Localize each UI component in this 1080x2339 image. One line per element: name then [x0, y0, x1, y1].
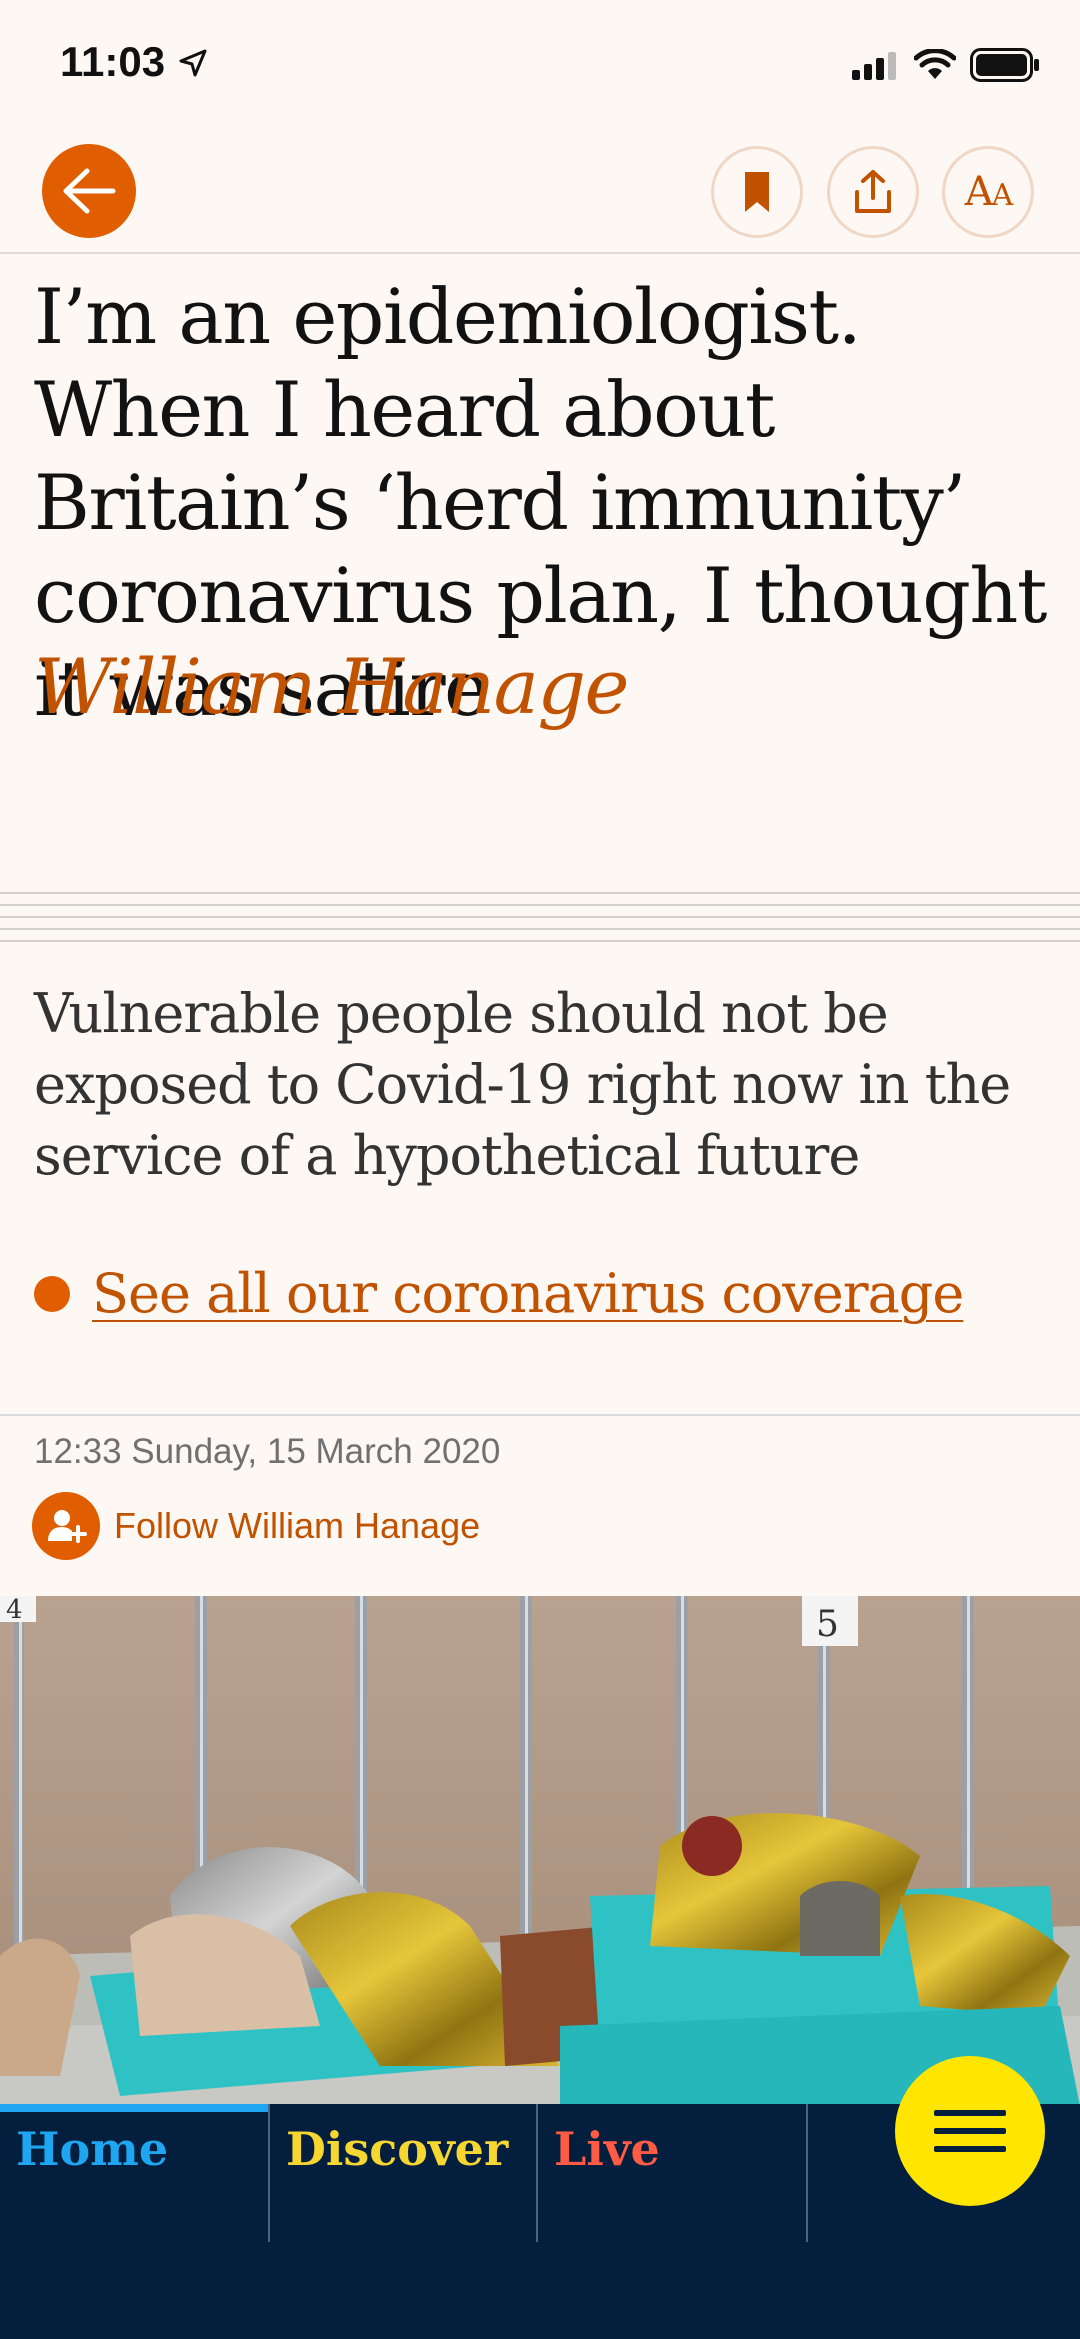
bullet-dot-icon — [34, 1275, 70, 1312]
bookmark-icon — [745, 172, 769, 212]
article-photo[interactable]: 4 5 — [0, 1596, 1080, 2106]
article-dateline: 12:33 Sunday, 15 March 2020 — [34, 1432, 501, 1471]
tab-discover[interactable]: Discover — [268, 2104, 538, 2242]
status-time: 11:03 — [60, 38, 166, 85]
article-toolbar: AA — [0, 130, 1080, 254]
follow-author-button[interactable]: Follow William Hanage — [32, 1492, 480, 1560]
share-button[interactable] — [827, 146, 919, 238]
follow-label: Follow William Hanage — [114, 1505, 481, 1546]
bookmark-button[interactable] — [711, 146, 803, 238]
article-byline[interactable]: William Hanage — [34, 642, 630, 731]
back-arrow-icon — [63, 168, 116, 214]
battery-icon — [970, 48, 1039, 82]
article-standfirst: Vulnerable people should not be exposed … — [34, 982, 1011, 1187]
signal-icon — [852, 52, 896, 80]
back-button[interactable] — [42, 144, 136, 238]
status-bar: 11:03 — [0, 0, 1080, 130]
hamburger-menu-icon — [934, 2110, 1006, 2116]
wifi-icon — [914, 49, 956, 79]
meta-divider — [0, 1414, 1080, 1416]
photo-number-4: 4 — [6, 1596, 23, 1625]
section-divider — [0, 892, 1080, 954]
location-arrow-icon — [179, 49, 207, 77]
menu-button[interactable] — [895, 2056, 1045, 2206]
follow-person-plus-icon — [32, 1492, 100, 1560]
coverage-link[interactable]: See all our coronavirus coverage — [92, 1262, 964, 1325]
coverage-link-row[interactable]: See all our coronavirus coverage — [34, 1262, 964, 1325]
share-icon — [855, 170, 891, 213]
photo-number-5: 5 — [816, 1604, 839, 1645]
article-headline: I’m an epidemiologist. When I heard abou… — [34, 272, 1047, 733]
text-size-icon: AA — [964, 169, 1014, 215]
tab-home[interactable]: Home — [0, 2104, 268, 2242]
text-size-button[interactable]: AA — [942, 146, 1034, 238]
tab-live[interactable]: Live — [538, 2104, 808, 2242]
